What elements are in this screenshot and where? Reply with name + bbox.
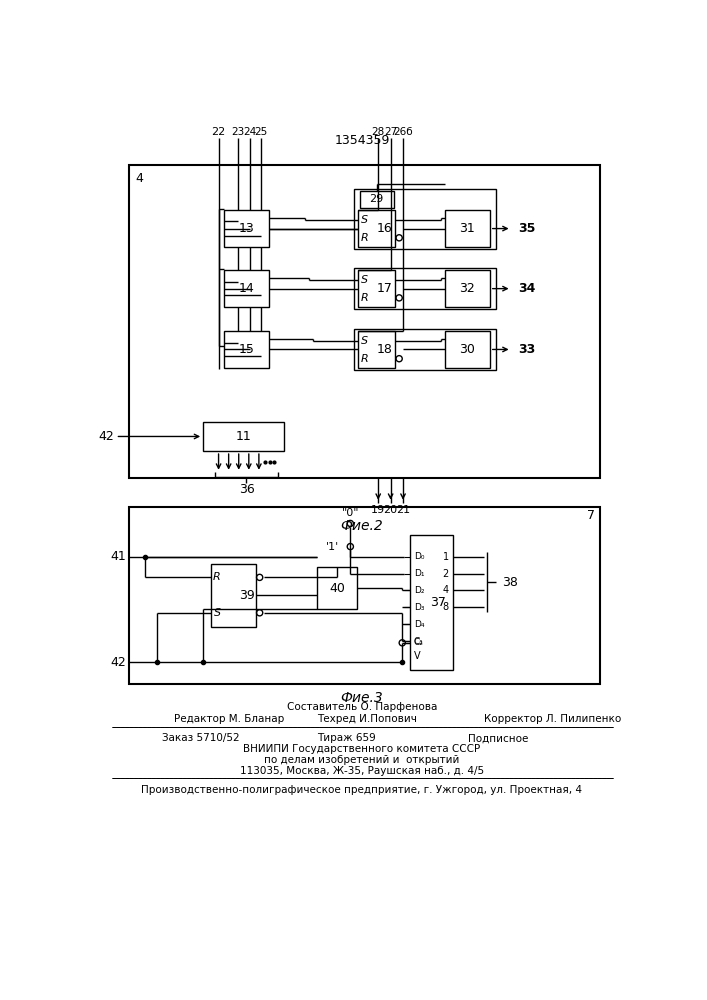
Text: Фие.2: Фие.2 <box>341 519 383 533</box>
Text: 4: 4 <box>136 172 144 185</box>
Text: 42: 42 <box>111 656 127 669</box>
Text: D₃: D₃ <box>414 603 424 612</box>
Text: Тираж 659: Тираж 659 <box>317 733 375 743</box>
Text: 8: 8 <box>443 602 449 612</box>
Text: по делам изобретений и  открытий: по делам изобретений и открытий <box>264 755 460 765</box>
Text: 20: 20 <box>384 505 398 515</box>
Text: 34: 34 <box>518 282 535 295</box>
Text: 17: 17 <box>377 282 392 295</box>
Bar <box>354 268 496 309</box>
Bar <box>445 270 490 307</box>
Bar <box>203 422 284 451</box>
Text: R: R <box>361 354 368 364</box>
Text: Производственно-полиграфическое предприятие, г. Ужгород, ул. Проектная, 4: Производственно-полиграфическое предприя… <box>141 785 583 795</box>
Bar <box>445 331 490 368</box>
Text: 27: 27 <box>384 127 397 137</box>
Text: 18: 18 <box>377 343 392 356</box>
Text: D₀: D₀ <box>414 552 424 561</box>
Text: 19: 19 <box>371 505 385 515</box>
Bar <box>224 270 269 307</box>
Text: 28: 28 <box>372 127 385 137</box>
Text: S: S <box>361 336 368 346</box>
Text: Редактор М. Бланар: Редактор М. Бланар <box>174 714 284 724</box>
Text: 22: 22 <box>211 127 226 137</box>
Text: 31: 31 <box>460 222 475 235</box>
Text: 23: 23 <box>231 127 245 137</box>
Text: 4: 4 <box>443 585 449 595</box>
Text: S: S <box>214 608 221 618</box>
Text: 40: 40 <box>329 582 345 595</box>
Text: D₄: D₄ <box>414 620 424 629</box>
Bar <box>354 329 496 370</box>
Text: 1: 1 <box>443 552 449 562</box>
Text: 14: 14 <box>238 282 255 295</box>
Text: 36: 36 <box>238 483 255 496</box>
Bar <box>211 564 256 627</box>
Text: Техред И.Попович: Техред И.Попович <box>317 714 417 724</box>
Text: '1': '1' <box>325 542 339 552</box>
Bar <box>358 210 395 247</box>
Text: 25: 25 <box>255 127 268 137</box>
Text: Составитель О. Парфенова: Составитель О. Парфенова <box>287 702 437 712</box>
Text: 32: 32 <box>460 282 475 295</box>
Bar <box>224 210 269 247</box>
Text: Корректор Л. Пилипенко: Корректор Л. Пилипенко <box>484 714 621 724</box>
Bar <box>129 507 600 684</box>
Text: 39: 39 <box>238 589 255 602</box>
Text: 41: 41 <box>111 550 127 563</box>
Text: S: S <box>361 275 368 285</box>
Text: D₁: D₁ <box>414 569 424 578</box>
Text: ВНИИПИ Государственного комитета СССР: ВНИИПИ Государственного комитета СССР <box>243 744 481 754</box>
Text: C₂: C₂ <box>414 638 423 647</box>
Text: S: S <box>361 215 368 225</box>
Text: 30: 30 <box>460 343 475 356</box>
Text: 21: 21 <box>396 505 410 515</box>
Text: 26б: 26б <box>393 127 413 137</box>
Text: 2: 2 <box>443 569 449 579</box>
Bar <box>224 331 269 368</box>
Bar <box>129 165 600 478</box>
Text: 15: 15 <box>238 343 255 356</box>
Text: 1354359: 1354359 <box>334 134 390 147</box>
Bar <box>358 270 395 307</box>
Bar <box>445 210 490 247</box>
Text: V: V <box>414 651 421 661</box>
Text: 29: 29 <box>370 194 384 204</box>
Bar <box>354 189 496 249</box>
Bar <box>360 191 394 208</box>
Text: 11: 11 <box>235 430 251 443</box>
Text: 13: 13 <box>238 222 255 235</box>
Text: 33: 33 <box>518 343 535 356</box>
Text: 24: 24 <box>243 127 256 137</box>
Text: R: R <box>361 293 368 303</box>
Text: R: R <box>213 572 221 582</box>
Bar <box>410 535 452 670</box>
Text: 37: 37 <box>431 596 446 609</box>
Text: Подписное: Подписное <box>468 733 529 743</box>
Text: 113035, Москва, Ж-35, Раушская наб., д. 4/5: 113035, Москва, Ж-35, Раушская наб., д. … <box>240 766 484 776</box>
Text: 7: 7 <box>587 509 595 522</box>
Text: Фие.3: Фие.3 <box>341 690 383 704</box>
Bar <box>358 331 395 368</box>
Text: 38: 38 <box>502 576 518 588</box>
Text: 16: 16 <box>377 222 392 235</box>
Text: Заказ 5710/52: Заказ 5710/52 <box>162 733 240 743</box>
Text: C₁: C₁ <box>414 637 423 646</box>
Bar <box>317 567 357 609</box>
Text: 42: 42 <box>98 430 114 443</box>
Text: D₂: D₂ <box>414 586 424 595</box>
Text: R: R <box>361 233 368 243</box>
Text: "0": "0" <box>341 508 359 518</box>
Text: 35: 35 <box>518 222 535 235</box>
